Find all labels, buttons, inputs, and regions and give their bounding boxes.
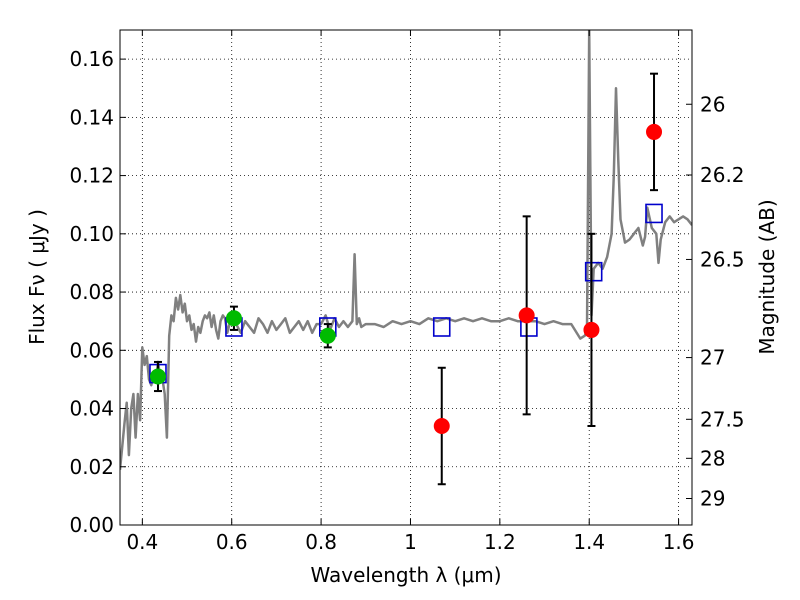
mag-tick-label: 26 <box>700 92 725 116</box>
y-tick-label: 0.14 <box>69 105 114 129</box>
mag-tick-label: 27 <box>700 346 725 370</box>
observed-red-point <box>646 123 663 140</box>
plot-frame <box>119 29 693 526</box>
y-axis-label: Flux Fν ( μJy ) <box>25 209 49 345</box>
observed-green-point <box>225 310 242 327</box>
x-axis-label: Wavelength λ (μm) <box>310 563 501 587</box>
x-tick-label: 0.4 <box>126 530 158 554</box>
mag-tick-label: 26.2 <box>700 163 745 187</box>
model-photometry-square <box>645 203 663 224</box>
y-tick-label: 0.10 <box>69 222 114 246</box>
y-tick-label: 0.16 <box>69 47 114 71</box>
mag-tick-label: 29 <box>700 487 725 511</box>
plot-background <box>120 30 692 525</box>
observed-red-point <box>583 321 600 338</box>
x-tick-label: 0.6 <box>216 530 248 554</box>
model-sed-line <box>120 30 692 470</box>
ticks: 0.4 0.6 0.8 1 1.2 1.4 1.6 0.00 0.02 0.04 0.06 0.08 0… <box>69 30 745 554</box>
x-tick-label: 1.2 <box>484 530 516 554</box>
x-tick-label: 1 <box>404 530 417 554</box>
y-tick-label: 0.02 <box>69 455 114 479</box>
x-tick-label: 0.8 <box>305 530 337 554</box>
y-tick-label: 0.06 <box>69 338 114 362</box>
model-photometry-square <box>432 317 451 337</box>
observed-green-point <box>149 368 166 385</box>
data-layer <box>120 30 692 486</box>
x-tick-label: 1.4 <box>573 530 605 554</box>
mag-tick-label: 26.5 <box>700 247 745 271</box>
observed-green-point <box>319 327 336 344</box>
y-tick-label: 0.08 <box>69 280 114 304</box>
x-tick-label: 1.6 <box>663 530 695 554</box>
mag-tick-label: 27.5 <box>700 407 745 431</box>
y2-axis-label: Magnitude (AB) <box>755 199 779 354</box>
mag-tick-label: 28 <box>700 446 725 470</box>
y-tick-label: 0.04 <box>69 397 114 421</box>
observed-red-point <box>433 418 450 434</box>
y-tick-label: 0.00 <box>69 513 114 537</box>
y-tick-label: 0.12 <box>69 164 114 188</box>
model-photometry-square <box>584 261 603 282</box>
observed-red-point <box>518 307 535 324</box>
